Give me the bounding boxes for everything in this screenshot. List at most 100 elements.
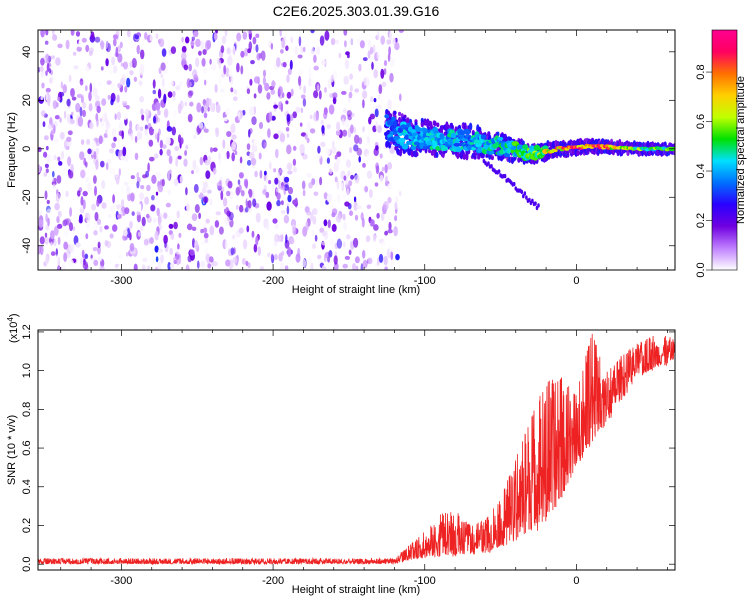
- noise-cell: [121, 130, 124, 140]
- noise-cell: [354, 214, 359, 221]
- noise-cell: [244, 47, 249, 57]
- noise-cell: [360, 263, 364, 270]
- noise-cell: [148, 126, 155, 136]
- noise-cell: [136, 211, 141, 216]
- noise-cell: [380, 212, 385, 221]
- noise-cell: [96, 105, 101, 114]
- noise-cell: [257, 84, 263, 94]
- noise-cell: [163, 93, 167, 104]
- noise-cell: [184, 150, 188, 156]
- noise-cell: [230, 74, 234, 85]
- noise-cell: [379, 153, 383, 159]
- signal-halo-cell: [462, 153, 466, 160]
- noise-cell: [345, 137, 350, 148]
- noise-cell: [329, 168, 333, 175]
- noise-cell: [378, 145, 381, 151]
- noise-cell: [246, 159, 252, 166]
- noise-cell: [368, 116, 372, 125]
- noise-cell: [220, 73, 225, 78]
- noise-cell: [242, 239, 248, 250]
- noise-cell: [177, 103, 182, 114]
- noise-cell: [234, 150, 238, 155]
- noise-cell: [115, 46, 119, 58]
- noise-cell: [52, 30, 55, 36]
- noise-cell: [256, 131, 261, 136]
- noise-cell: [362, 99, 365, 109]
- noise-cell: [66, 136, 72, 142]
- noise-cell: [394, 201, 398, 210]
- noise-cell: [350, 235, 353, 242]
- noise-cell: [203, 227, 208, 234]
- noise-cell: [92, 140, 97, 151]
- noise-cell: [352, 61, 358, 70]
- snr-x-tick-label: -300: [110, 575, 132, 587]
- signal-streak-cell: [531, 198, 534, 203]
- signal-core-cell: [410, 145, 417, 151]
- noise-cell: [302, 189, 306, 197]
- noise-cell: [131, 211, 135, 217]
- noise-cell: [313, 111, 319, 122]
- noise-cell: [245, 179, 248, 189]
- noise-cell: [54, 202, 60, 211]
- noise-cell: [165, 137, 171, 146]
- noise-cell: [309, 114, 313, 120]
- noise-cell: [40, 95, 44, 101]
- noise-cell: [86, 138, 91, 145]
- noise-cell: [63, 241, 69, 250]
- noise-cell: [321, 266, 327, 270]
- signal-core-cell: [391, 116, 396, 123]
- noise-cell: [214, 84, 218, 93]
- noise-cell: [158, 248, 164, 253]
- noise-cell: [172, 109, 177, 118]
- noise-cell: [346, 234, 351, 240]
- noise-cell: [136, 172, 139, 179]
- noise-cell: [160, 73, 164, 79]
- noise-cell: [343, 30, 348, 36]
- noise-cell: [161, 77, 165, 88]
- signal-halo-cell: [414, 121, 418, 126]
- noise-cell: [249, 106, 255, 116]
- noise-cell: [138, 203, 142, 212]
- noise-cell: [186, 223, 193, 231]
- noise-cell: [203, 112, 208, 119]
- spectrogram-y-label: Frequency (Hz): [6, 112, 18, 188]
- noise-cell: [336, 238, 343, 249]
- noise-cell: [184, 101, 188, 107]
- noise-cell: [395, 195, 399, 203]
- noise-cell: [273, 133, 279, 140]
- noise-cell: [50, 75, 54, 85]
- noise-cell: [98, 135, 103, 145]
- noise-cell: [357, 38, 361, 46]
- noise-cell: [144, 196, 150, 205]
- noise-cell: [227, 180, 233, 189]
- noise-cell: [193, 183, 199, 193]
- noise-cell: [76, 46, 82, 52]
- noise-cell: [271, 184, 275, 191]
- noise-cell: [223, 117, 228, 122]
- noise-cell: [205, 186, 212, 197]
- noise-cell: [89, 122, 94, 130]
- noise-cell: [245, 260, 249, 267]
- noise-cell: [88, 91, 92, 102]
- noise-cell: [185, 36, 190, 44]
- noise-cell: [344, 59, 350, 70]
- spectrogram-x-label: Height of straight line (km): [292, 284, 420, 296]
- noise-cell: [377, 30, 380, 40]
- noise-cell: [52, 34, 58, 41]
- noise-cell: [225, 259, 231, 267]
- noise-cell: [134, 135, 138, 143]
- noise-cell: [369, 219, 375, 227]
- noise-cell: [105, 118, 109, 126]
- noise-cell: [131, 57, 137, 69]
- noise-cell: [129, 232, 132, 241]
- signal-core-cell: [392, 120, 398, 127]
- noise-cell: [69, 207, 72, 217]
- snr-x-axis: -300 -200 -100 0: [60, 330, 668, 587]
- noise-cell: [113, 173, 118, 179]
- noise-cell: [380, 68, 385, 79]
- noise-cell: [342, 263, 349, 269]
- noise-cell: [212, 147, 218, 152]
- noise-cell: [354, 88, 360, 93]
- noise-cell: [210, 147, 213, 153]
- noise-cell: [109, 70, 114, 75]
